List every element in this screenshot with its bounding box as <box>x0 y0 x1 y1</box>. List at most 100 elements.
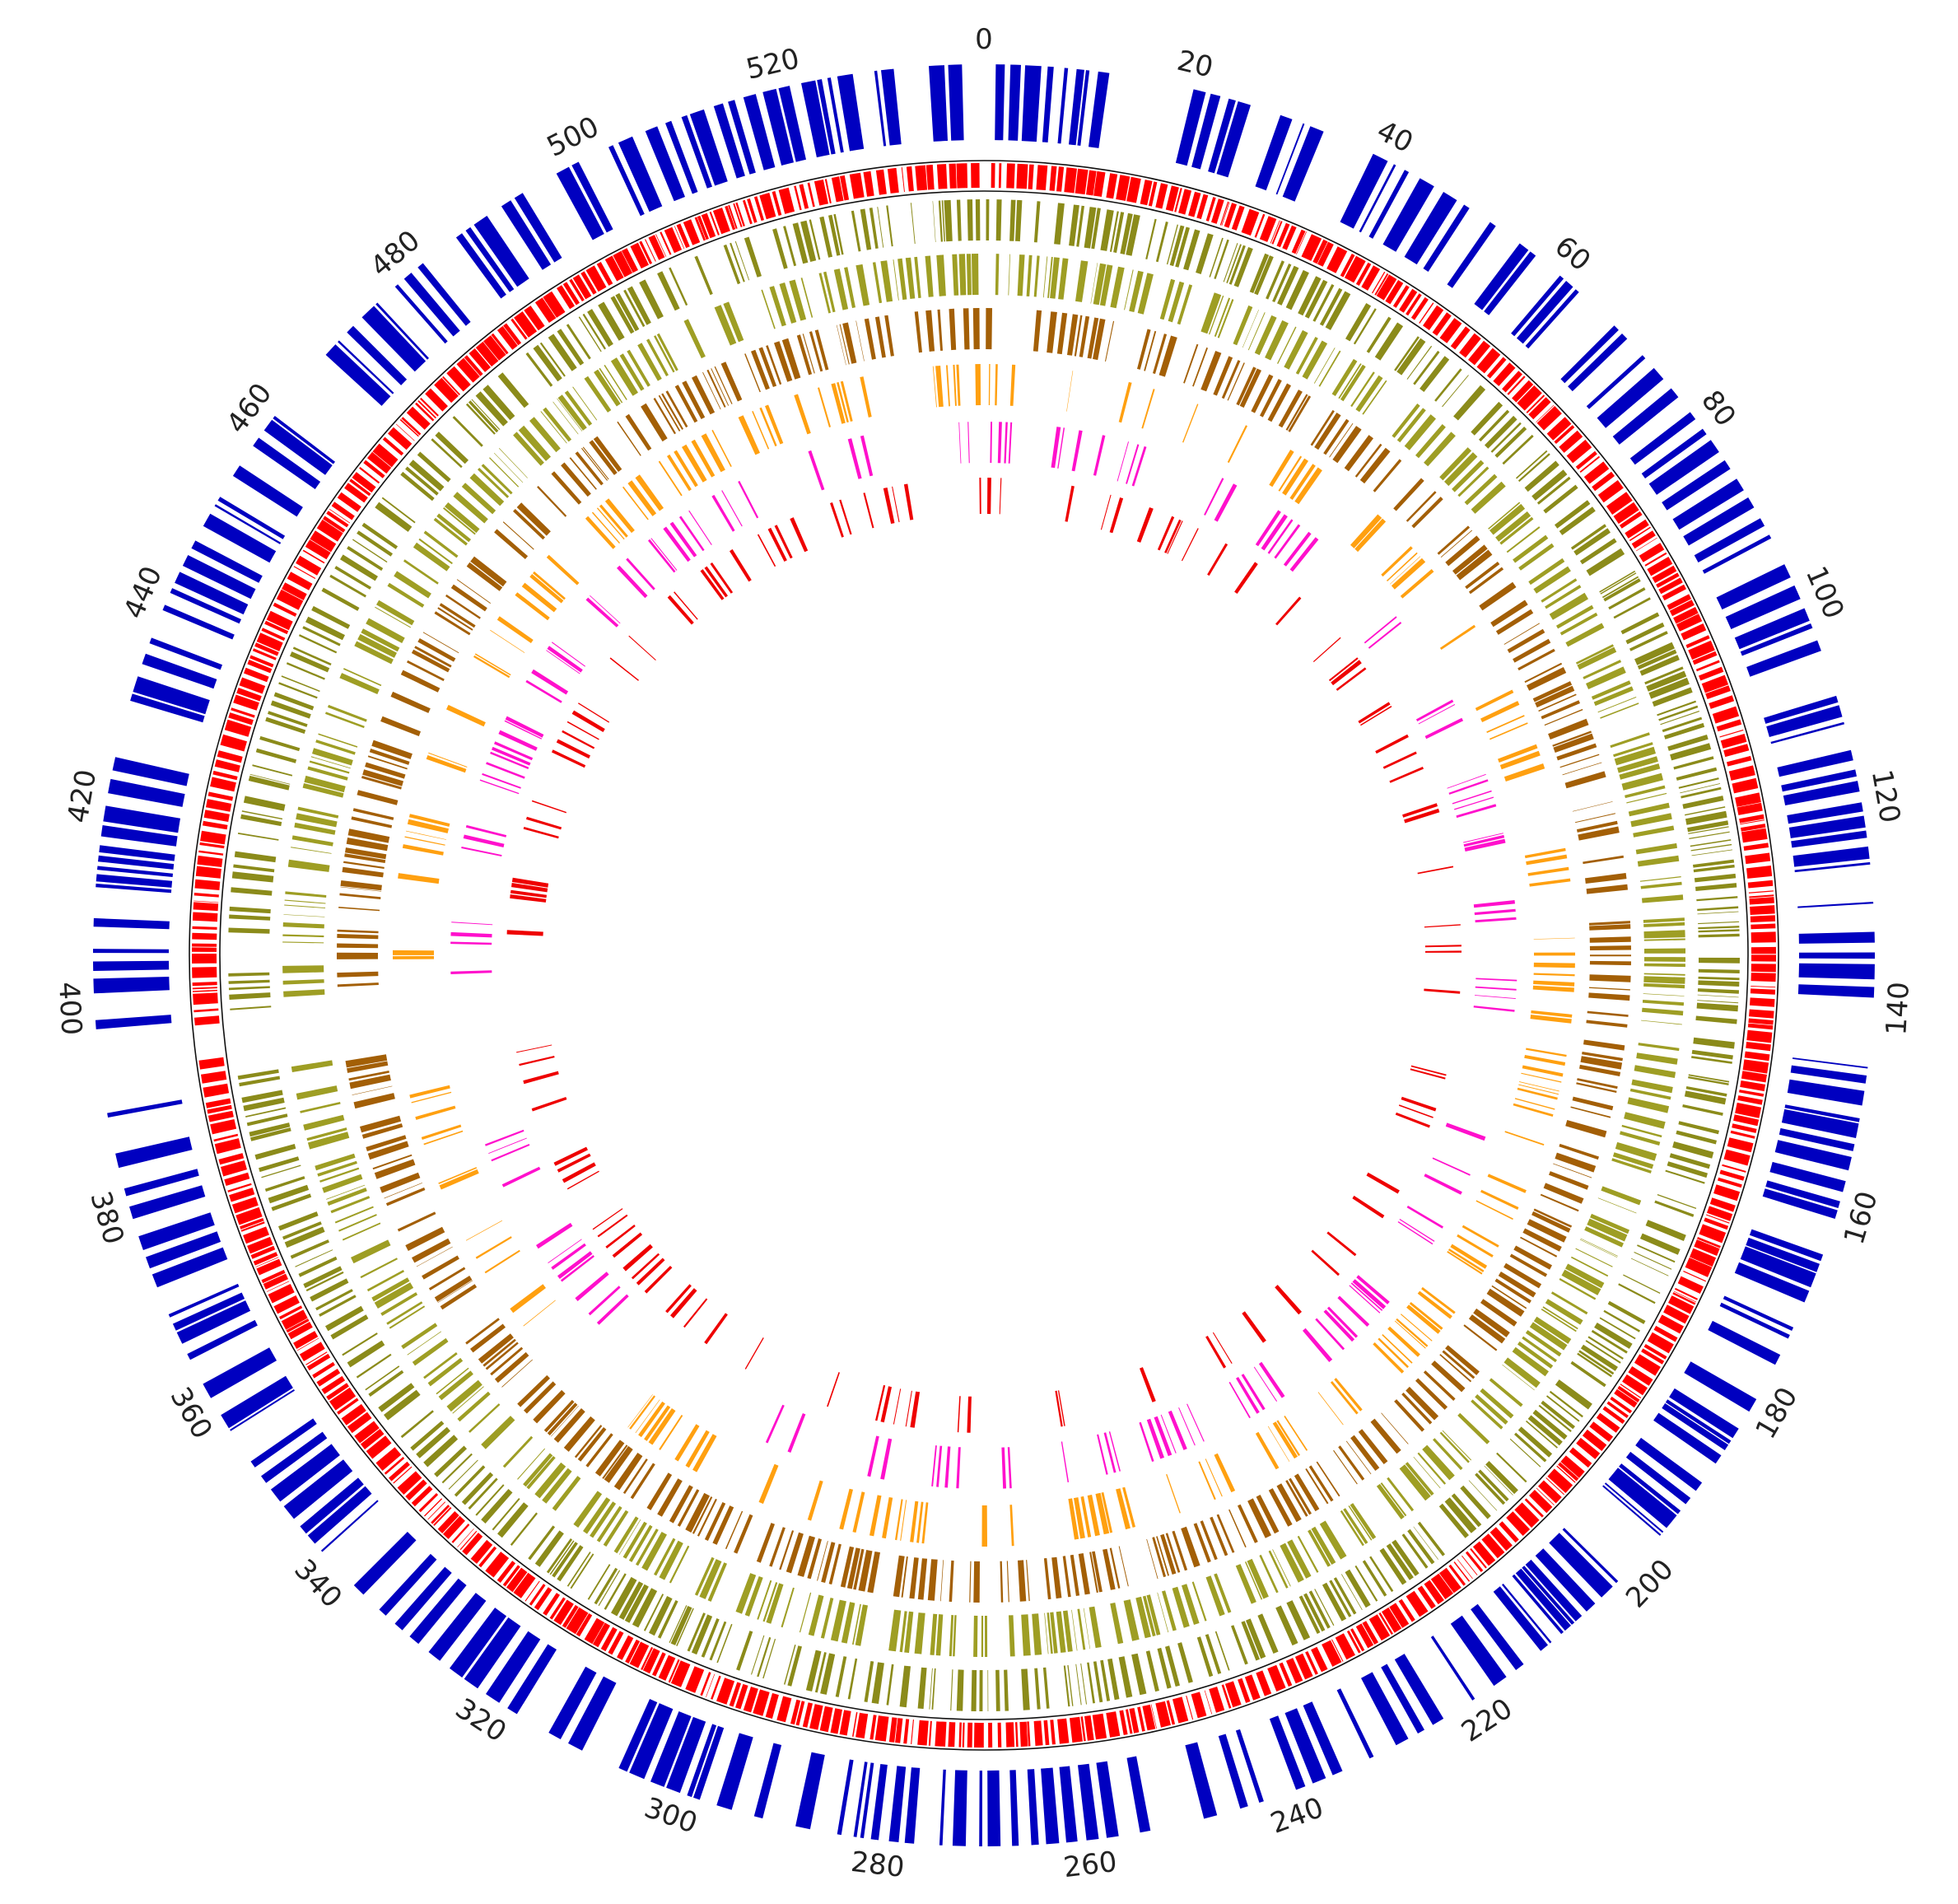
feature-block-homology-3-214 <box>553 1408 585 1443</box>
feature-block-coverage-111 <box>1720 734 1747 749</box>
feature-block-homology-2-367 <box>872 262 883 304</box>
feature-block-homology-4-86 <box>1080 1496 1092 1538</box>
feature-block-homology-4-73 <box>1276 1420 1300 1456</box>
feature-block-homology-1-331 <box>228 972 270 977</box>
feature-block-homology-3-329 <box>802 334 815 374</box>
feature-block-coverage-185 <box>1620 1384 1642 1398</box>
feature-block-homology-5-98 <box>465 824 507 838</box>
feature-block-homology-3-224 <box>485 1342 519 1370</box>
feature-block-homology-1-23 <box>1214 239 1229 279</box>
feature-block-homology-1-297 <box>356 1353 392 1379</box>
feature-block-homology-1-325 <box>239 1076 281 1087</box>
feature-block-homology-2-136 <box>1522 1336 1557 1363</box>
feature-block-homology-5-22 <box>1418 704 1456 725</box>
feature-block-coverage-143 <box>1746 1029 1773 1043</box>
feature-block-homology-2-31 <box>1295 337 1318 375</box>
feature-block-coverage-265 <box>1043 1720 1050 1746</box>
feature-block-homology-6-64 <box>597 1214 628 1238</box>
tick-label-0: 0 <box>975 23 993 56</box>
feature-block-homology-2-285 <box>282 934 324 938</box>
feature-block-homology-2-363 <box>823 271 836 313</box>
feature-block-coverage-130 <box>1750 915 1776 922</box>
feature-block-homology-3-120 <box>1431 1360 1466 1393</box>
feature-block-homology-2-191 <box>1050 1612 1058 1654</box>
feature-block-homology-4-136 <box>474 653 511 676</box>
feature-block-homology-4-135 <box>473 655 510 679</box>
feature-block-homology-5-58 <box>1228 1381 1251 1419</box>
feature-block-coverage-113 <box>1727 755 1752 767</box>
feature-block-coverage-91 <box>1652 565 1677 583</box>
feature-block-coverage-161 <box>1709 1197 1736 1212</box>
feature-block-homology-3-162 <box>1070 1554 1080 1596</box>
feature-block-homology-1-303 <box>315 1289 353 1311</box>
feature-block-coverage-305 <box>700 1672 711 1696</box>
feature-block-homology-3-262 <box>340 880 382 891</box>
feature-block-homology-6-4 <box>1109 497 1124 534</box>
feature-block-homology-1-371 <box>400 471 435 502</box>
feature-block-homology-1-63 <box>1555 500 1591 529</box>
feature-block-homology-1-16 <box>1155 222 1168 263</box>
feature-block-homology-1-31 <box>1272 264 1292 302</box>
feature-block-coverage-321 <box>566 1607 589 1635</box>
feature-block-homology-2-166 <box>1280 1542 1304 1583</box>
feature-block-homology-3-119 <box>1439 1354 1472 1383</box>
feature-block-homology-5-102 <box>490 751 529 769</box>
feature-block-coverage-477 <box>415 402 435 422</box>
feature-block-homology-1-128 <box>1691 1056 1732 1064</box>
feature-block-homology-1-382 <box>483 385 515 421</box>
feature-block-homology-2-111 <box>1624 1112 1666 1129</box>
feature-block-homology-3-70 <box>1577 820 1618 833</box>
feature-block-homology-4-78 <box>1205 1458 1223 1497</box>
feature-block-homology-1-424 <box>956 199 962 241</box>
feature-block-genes-140 <box>486 1631 541 1703</box>
feature-block-coverage-541 <box>875 169 887 195</box>
feature-block-coverage-219 <box>1424 1580 1444 1605</box>
feature-block-homology-3-37 <box>1393 478 1424 511</box>
feature-block-homology-1-118 <box>1698 968 1740 973</box>
feature-block-homology-3-238 <box>385 1187 426 1206</box>
feature-block-coverage-295 <box>790 1699 801 1725</box>
feature-block-coverage-521 <box>712 208 730 235</box>
feature-block-homology-6-88 <box>609 657 639 681</box>
feature-block-homology-4-157 <box>701 433 725 473</box>
feature-block-genes-104 <box>1336 1688 1374 1759</box>
feature-block-genes-68 <box>1769 1161 1846 1192</box>
feature-block-homology-5-81 <box>588 1286 621 1316</box>
feature-block-genes-119 <box>979 1771 982 1847</box>
feature-block-homology-6-32 <box>1398 1104 1434 1118</box>
feature-block-genes-196 <box>253 437 321 489</box>
feature-block-homology-3-270 <box>352 808 394 820</box>
feature-block-coverage-402 <box>198 1057 225 1070</box>
feature-block-coverage-195 <box>1569 1447 1592 1468</box>
feature-block-homology-4-90 <box>981 1505 987 1547</box>
feature-block-homology-2-39 <box>1355 375 1383 413</box>
feature-block-homology-4-153 <box>667 454 692 492</box>
feature-block-homology-1-173 <box>1484 1465 1513 1496</box>
feature-block-homology-3-217 <box>543 1399 575 1433</box>
feature-block-coverage-154 <box>1730 1130 1755 1139</box>
feature-block-coverage-363 <box>316 1369 341 1387</box>
feature-block-coverage-382 <box>250 1245 276 1259</box>
feature-block-genes-80 <box>1665 1399 1732 1444</box>
feature-block-homology-4-173 <box>956 364 961 406</box>
feature-block-homology-1-267 <box>598 1570 621 1607</box>
feature-block-homology-3-237 <box>397 1211 436 1232</box>
feature-block-coverage-206 <box>1506 1511 1531 1536</box>
feature-block-coverage-256 <box>1126 1709 1133 1734</box>
feature-block-homology-1-148 <box>1618 1283 1656 1304</box>
feature-block-coverage-290 <box>830 1708 842 1734</box>
feature-block-coverage-400 <box>203 1083 230 1098</box>
feature-block-homology-3-143 <box>1238 1504 1258 1543</box>
feature-block-homology-1-48 <box>1434 368 1462 402</box>
feature-block-homology-1-86 <box>1658 705 1699 721</box>
feature-block-homology-5-100 <box>482 772 521 789</box>
feature-block-homology-5-114 <box>590 595 621 624</box>
feature-block-genes-75 <box>1723 1295 1794 1331</box>
feature-block-homology-2-188 <box>1071 1609 1078 1651</box>
feature-block-homology-5-56 <box>1241 1374 1266 1411</box>
feature-block-homology-3-163 <box>1062 1556 1071 1598</box>
feature-block-coverage-418 <box>193 893 219 898</box>
feature-block-homology-3-32 <box>1332 426 1362 464</box>
feature-block-coverage-149 <box>1739 1090 1765 1097</box>
feature-block-homology-5-78 <box>787 1413 806 1453</box>
